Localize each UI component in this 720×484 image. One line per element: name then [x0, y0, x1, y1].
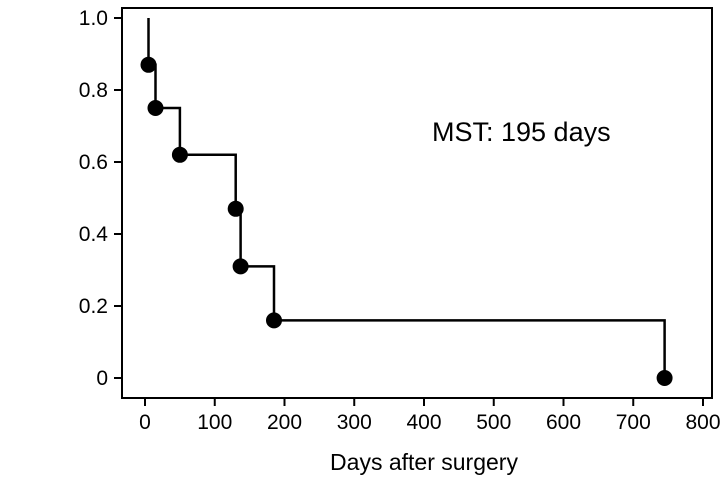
event-marker [140, 56, 157, 73]
x-tick-label: 500 [476, 411, 511, 434]
x-tick-label: 0 [139, 411, 151, 434]
y-tick-label: 0.2 [79, 295, 108, 318]
x-tick-label: 700 [616, 411, 651, 434]
y-tick-label: 0 [96, 367, 108, 390]
x-axis-title: Days after surgery [330, 449, 518, 475]
x-tick-label: 400 [406, 411, 441, 434]
x-tick-label: 100 [197, 411, 232, 434]
y-tick-label: 0.6 [79, 151, 108, 174]
event-marker [227, 200, 244, 217]
event-marker [656, 370, 673, 386]
event-marker [232, 258, 249, 275]
mst-annotation: MST: 195 days [432, 117, 611, 147]
survival-step-curve [147, 18, 666, 378]
y-tick-label: 1.0 [79, 7, 108, 30]
event-marker [266, 312, 282, 329]
y-tick-label: 0.8 [79, 79, 108, 102]
event-marker [147, 100, 164, 116]
plot-frame [121, 7, 713, 399]
x-tick-label: 600 [546, 411, 581, 434]
x-tick-label: 200 [267, 411, 302, 434]
x-tick-label: 300 [337, 411, 372, 434]
x-tick-label: 800 [685, 411, 720, 434]
event-marker [171, 146, 188, 163]
y-tick-label: 0.4 [79, 223, 109, 246]
chart-dynamic-layer: 0 100 200 300 400 500 600 700 800 0 0.2 0.4 0.6 0.8 1.… [79, 7, 720, 434]
